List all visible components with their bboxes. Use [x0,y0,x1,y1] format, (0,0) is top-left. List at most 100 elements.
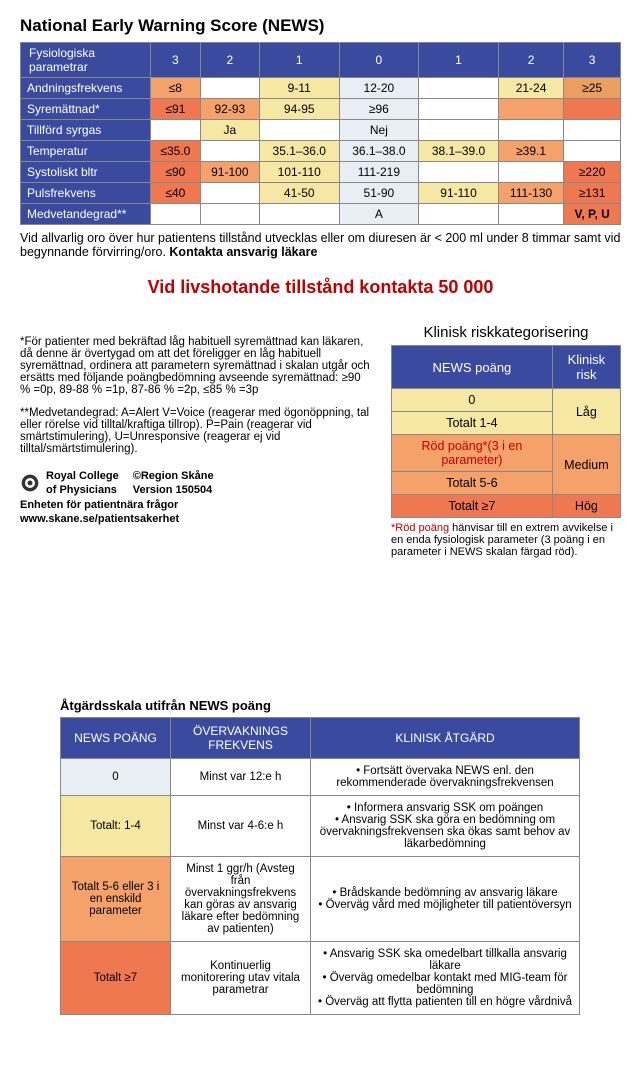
risk-right-cell: Låg [552,389,620,435]
news-cell [419,162,499,183]
action-list-item: • Överväg omedelbar kontakt med MIG-team… [317,972,573,996]
news-cell: 38.1–39.0 [419,141,499,162]
news-cell: 91-110 [419,183,499,204]
action-header-cell: NEWS POÄNG [61,718,171,759]
action-detail-cell: • Ansvarig SSK ska omedelbart tillkalla … [311,942,580,1015]
news-cell: ≤91 [151,99,201,120]
risk-footnote-red: *Röd poäng [391,522,449,534]
news-cell [419,99,499,120]
news-cell: ≥39.1 [498,141,563,162]
action-freq-cell: Minst 1 ggr/h (Avsteg från övervakningsf… [171,857,311,942]
news-cell: 21-24 [498,78,563,99]
news-row-label: Systoliskt bltr [21,162,151,183]
news-cell: Nej [339,120,419,141]
action-freq-cell: Minst var 12:e h [171,759,311,796]
rcp-logo-icon [20,473,40,493]
news-row-label: Medvetandegrad** [21,204,151,225]
action-score-cell: Totalt: 1-4 [61,796,171,857]
news-cell [200,141,259,162]
news-cell: ≤90 [151,162,201,183]
news-cell: ≥131 [564,183,621,204]
news-cell: 111-219 [339,162,419,183]
news-cell: 35.1–36.0 [259,141,339,162]
news-cell: ≤8 [151,78,201,99]
news-row-label: Andningsfrekvens [21,78,151,99]
risk-header-cell: Klinisk risk [552,346,620,389]
news-cell: ≥25 [564,78,621,99]
risk-left-cell: Röd poäng*(3 i en parameter) [392,435,553,472]
news-cell [200,204,259,225]
action-list-item: • Ansvarig SSK ska omedelbart tillkalla … [317,948,573,972]
news-cell: V, P, U [564,204,621,225]
risk-title: Klinisk riskkategorisering [391,324,621,341]
note-text-bold: Kontakta ansvarig läkare [169,245,317,259]
risk-header-cell: NEWS poäng [392,346,553,389]
action-list-item: • Ansvarig SSK ska göra en bedömning om … [317,814,573,850]
news-cell: 92-93 [200,99,259,120]
action-header-cell: KLINISK ÅTGÄRD [311,718,580,759]
page-title: National Early Warning Score (NEWS) [20,16,621,36]
action-list-item: • Överväg vård med möjligheter till pati… [317,899,573,911]
action-list-item: • Informera ansvarig SSK om poängen [317,802,573,814]
risk-table: NEWS poängKlinisk risk 0LågTotalt 1-4Röd… [391,345,621,518]
news-cell: 9-11 [259,78,339,99]
news-header-cell: 1 [419,43,499,78]
news-cell [498,99,563,120]
news-cell [259,120,339,141]
credits-org1b: of Physicians [46,483,119,497]
news-cell [200,78,259,99]
news-row-label: Syremättnad* [21,99,151,120]
risk-right-cell: Hög [552,495,620,518]
news-cell [498,120,563,141]
news-cell [151,120,201,141]
emergency-line: Vid livshotande tillstånd kontakta 50 00… [20,277,621,298]
news-header-cell: 1 [259,43,339,78]
news-row-label: Tillförd syrgas [21,120,151,141]
news-cell [498,162,563,183]
action-freq-cell: Minst var 4-6:e h [171,796,311,857]
news-header-cell: 2 [200,43,259,78]
news-cell [498,204,563,225]
news-cell [564,99,621,120]
risk-left-cell: Totalt 1-4 [392,412,553,435]
news-header-cell: 2 [498,43,563,78]
news-cell: 111-130 [498,183,563,204]
news-header-cell: Fysiologiska parametrar [21,43,151,78]
action-detail-cell: • Fortsätt övervaka NEWS enl. den rekomm… [311,759,580,796]
action-table: NEWS POÄNGÖVERVAKNINGS FREKVENSKLINISK Å… [60,717,580,1015]
news-cell: 12-20 [339,78,419,99]
news-cell: ≤35.0 [151,141,201,162]
news-cell [419,120,499,141]
credits-version: Version 150504 [133,483,214,497]
news-cell [419,78,499,99]
news-header-cell: 3 [151,43,201,78]
footnote-star1: *För patienter med bekräftad låg habitue… [20,336,371,396]
action-score-cell: Totalt 5-6 eller 3 i en enskild paramete… [61,857,171,942]
footnote-star2: **Medvetandegrad: A=Alert V=Voice (reage… [20,407,371,455]
note-text: Vid allvarlig oro över hur patientens ti… [20,231,621,259]
news-cell [151,204,201,225]
news-cell [564,141,621,162]
credits-unit: Enheten för patientnära frågor [20,498,371,512]
action-score-cell: Totalt ≥7 [61,942,171,1015]
news-cell: 36.1–38.0 [339,141,419,162]
risk-left-cell: Totalt 5-6 [392,472,553,495]
news-cell: ≥220 [564,162,621,183]
news-cell: 51-90 [339,183,419,204]
news-cell: 91-100 [200,162,259,183]
news-cell: ≤40 [151,183,201,204]
news-header-cell: 3 [564,43,621,78]
news-cell: 41-50 [259,183,339,204]
risk-footnote: *Röd poäng hänvisar till en extrem avvik… [391,522,621,558]
news-row-label: Pulsfrekvens [21,183,151,204]
news-cell: ≥96 [339,99,419,120]
risk-right-cell: Medium [552,435,620,495]
credits-url: www.skane.se/patientsakerhet [20,512,371,526]
action-list-item: • Fortsätt övervaka NEWS enl. den rekomm… [317,765,573,789]
risk-left-cell: 0 [392,389,553,412]
action-header-cell: ÖVERVAKNINGS FREKVENS [171,718,311,759]
action-score-cell: 0 [61,759,171,796]
credits-block: Royal College of Physicians ©Region Skån… [20,469,371,526]
action-detail-cell: • Informera ansvarig SSK om poängen• Ans… [311,796,580,857]
news-cell: Ja [200,120,259,141]
